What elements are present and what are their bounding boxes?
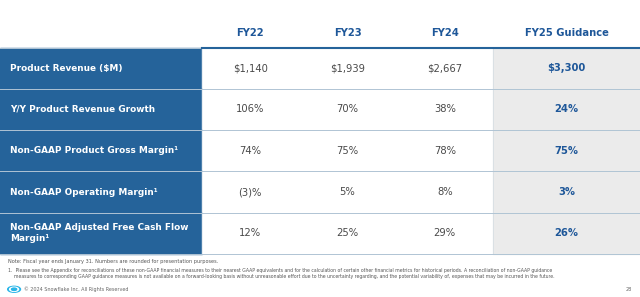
Text: FY22: FY22 — [236, 29, 264, 38]
Text: 24%: 24% — [555, 105, 579, 114]
Text: Y/Y Product Revenue Growth: Y/Y Product Revenue Growth — [10, 105, 156, 114]
Text: 3%: 3% — [558, 187, 575, 197]
Text: Non-GAAP Adjusted Free Cash Flow
Margin¹: Non-GAAP Adjusted Free Cash Flow Margin¹ — [10, 223, 189, 243]
Bar — [493, 130, 640, 171]
Bar — [0, 48, 202, 89]
Text: 1.  Please see the Appendix for reconciliations of these non-GAAP financial meas: 1. Please see the Appendix for reconcili… — [8, 268, 554, 279]
Bar — [493, 171, 640, 213]
Bar — [493, 89, 640, 130]
Bar — [202, 171, 493, 213]
Text: FY25 Guidance: FY25 Guidance — [525, 29, 609, 38]
Text: $1,939: $1,939 — [330, 63, 365, 73]
Text: 12%: 12% — [239, 228, 261, 238]
Text: Non-GAAP Operating Margin¹: Non-GAAP Operating Margin¹ — [10, 187, 158, 197]
Bar — [0, 19, 640, 254]
Bar — [493, 213, 640, 254]
Text: 78%: 78% — [434, 146, 456, 156]
Text: Non-GAAP Product Gross Margin¹: Non-GAAP Product Gross Margin¹ — [10, 146, 179, 155]
Text: 26%: 26% — [555, 228, 579, 238]
Text: © 2024 Snowflake Inc. All Rights Reserved: © 2024 Snowflake Inc. All Rights Reserve… — [24, 287, 129, 292]
Text: Note: Fiscal year ends January 31. Numbers are rounded for presentation purposes: Note: Fiscal year ends January 31. Numbe… — [8, 259, 218, 264]
Text: Product Revenue ($M): Product Revenue ($M) — [10, 64, 123, 73]
Text: 38%: 38% — [434, 105, 456, 114]
Text: $1,140: $1,140 — [233, 63, 268, 73]
Circle shape — [10, 287, 19, 291]
Bar — [0, 213, 202, 254]
Bar — [0, 130, 202, 171]
Bar — [202, 89, 493, 130]
Text: (3)%: (3)% — [239, 187, 262, 197]
Text: 75%: 75% — [337, 146, 358, 156]
Text: $2,667: $2,667 — [428, 63, 462, 73]
Text: 70%: 70% — [337, 105, 358, 114]
Text: 28: 28 — [626, 287, 632, 292]
Text: 29%: 29% — [434, 228, 456, 238]
Text: FY23: FY23 — [333, 29, 362, 38]
Bar — [202, 48, 493, 89]
Text: 74%: 74% — [239, 146, 261, 156]
Text: FY24: FY24 — [431, 29, 459, 38]
Text: 106%: 106% — [236, 105, 264, 114]
Text: 5%: 5% — [340, 187, 355, 197]
Text: 75%: 75% — [555, 146, 579, 156]
Bar — [0, 171, 202, 213]
Bar — [0, 19, 640, 48]
Bar — [493, 48, 640, 89]
Circle shape — [8, 286, 20, 292]
Text: $3,300: $3,300 — [548, 63, 586, 73]
Circle shape — [12, 288, 17, 290]
Bar — [0, 89, 202, 130]
Text: 8%: 8% — [437, 187, 452, 197]
Bar — [202, 213, 493, 254]
Bar — [202, 130, 493, 171]
Text: 25%: 25% — [337, 228, 358, 238]
